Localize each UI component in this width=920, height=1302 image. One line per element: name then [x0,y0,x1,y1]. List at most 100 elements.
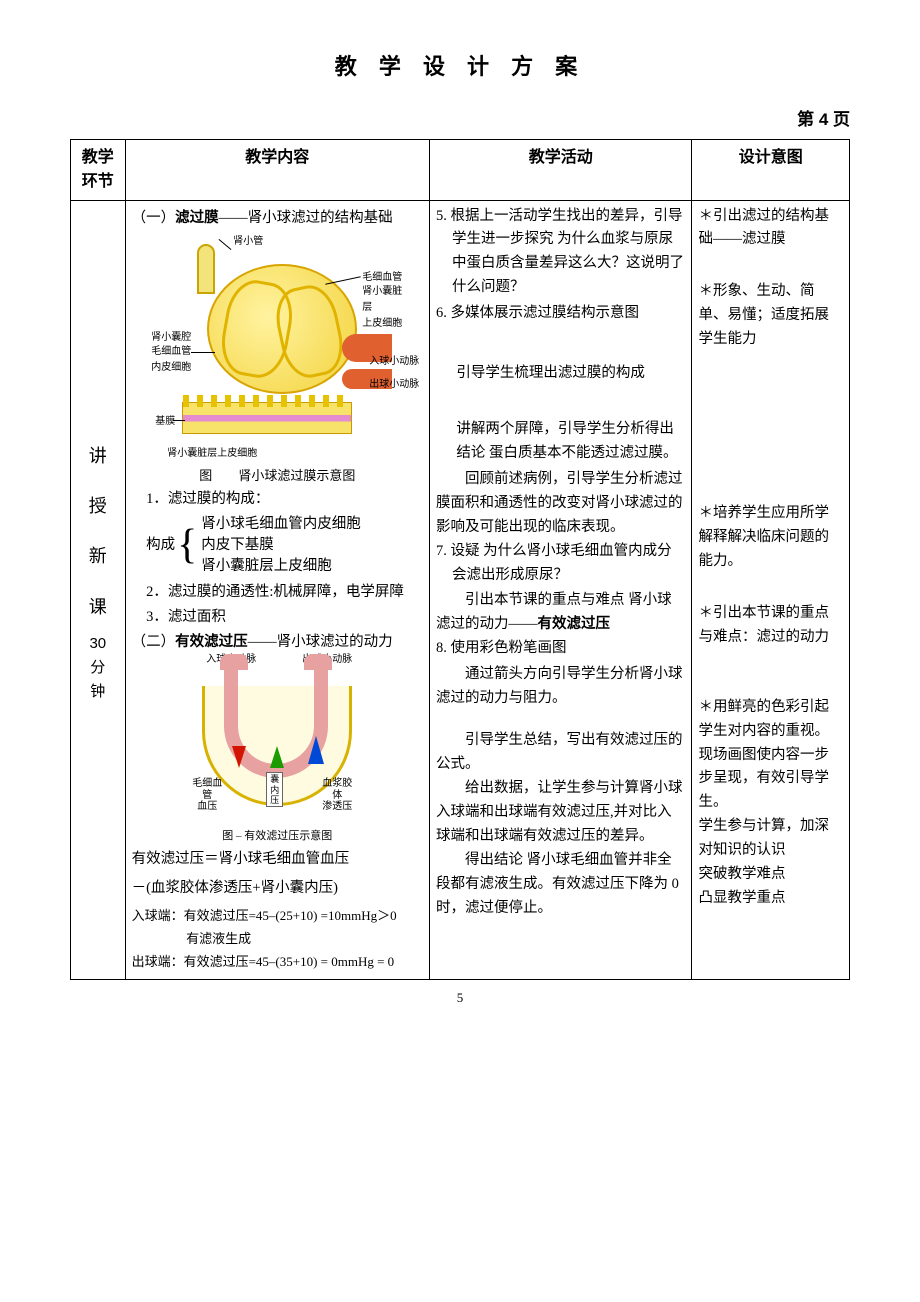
formula-line2: －(血浆胶体渗透压+肾小囊内压) [132,877,423,900]
sec2-bold: 有效滤过压 [175,634,248,650]
loop-out [304,654,332,670]
stage-cell: 讲 授 新 课 30 分 钟 [71,200,126,979]
th-content: 教学内容 [125,139,429,200]
activity-7b: 引出本节课的重点与难点 肾小球滤过的动力——有效滤过压 [436,589,685,637]
constitution-brace: 构成 { 肾小球毛细血管内皮细胞 内皮下基膜 肾小囊脏层上皮细胞 [146,514,423,577]
diagram2-caption: 图 – 有效滤过压示意图 [132,828,423,846]
d1cap-prefix: 图 [199,468,212,483]
brace-line-2: 内皮下基膜 [201,535,361,556]
item2: 2．滤过膜的通透性:机械屏障，电学屏障 [132,581,423,604]
intent-5d: 凸显教学重点 [698,887,843,911]
stage-char-3: 新 [77,531,119,581]
footer-page-number: 5 [70,988,850,1008]
intent-cell: ＊引出滤过的结构基础——滤过膜 ＊形象、生动、简单、易懂；适度拓展学生能力 ＊培… [692,200,850,979]
activity-6c: 讲解两个屏障，引导学生分析得出结论 蛋白质基本不能透过滤过膜。 [436,418,685,466]
stage-time-2: 分 [77,656,119,680]
stage-time-1: 30 [77,632,119,656]
section1-heading: （一）滤过膜——肾小球滤过的结构基础 [132,207,423,230]
intent-5: ＊用鲜亮的色彩引起学生对内容的重视。现场画图使内容一步步呈现，有效引导学生。 [698,696,843,816]
spacer [436,388,685,418]
stage-char-4: 课 [77,582,119,632]
d2-colloid-p: 血浆胶 体 渗透压 [322,778,352,813]
activity-5: 5. 根据上一活动学生找出的差异，引导学生进一步探究 为什么血浆与原尿中蛋白质含… [436,205,685,301]
brace-icon: { [177,524,197,566]
activity-8b: 通过箭头方向引导学生分析肾小球滤过的动力与阻力。 [436,663,685,711]
item1: 1．滤过膜的构成： [132,488,423,511]
green-arrow-up-icon [270,746,284,768]
stage-time-3: 钟 [77,680,119,704]
spacer [698,352,843,502]
spacer [436,328,685,362]
sec2-lead: （二） [132,634,176,650]
stage-char-2: 授 [77,481,119,531]
activity-cell: 5. 根据上一活动学生找出的差异，引导学生进一步探究 为什么血浆与原尿中蛋白质含… [430,200,692,979]
spacer [436,711,685,729]
content-cell: （一）滤过膜——肾小球滤过的结构基础 肾小管 毛细血管 肾小囊脏层 上皮细胞 肾… [125,200,429,979]
diagram1-caption: 图 肾小球滤过膜示意图 [132,466,423,487]
lbl-efferent: 出球小动脉 [369,377,419,393]
activity-7: 7. 设疑 为什么肾小球毛细血管内成分会滤出形成原尿？ [436,540,685,588]
glomerulus-diagram: 肾小管 毛细血管 肾小囊脏层 上皮细胞 肾小囊腔 毛细血管 内皮细胞 入球小动脉… [147,234,407,464]
lesson-plan-table: 教学 环节 教学内容 教学活动 设计意图 讲 授 新 课 30 分 钟 （一）滤… [70,139,850,980]
spacer [698,650,843,696]
item2-num: 2． [146,584,168,600]
red-arrow-down-icon [232,746,246,768]
sec1-tail: ——肾小球滤过的结构基础 [219,210,393,226]
lbl-tubule: 肾小管 [233,234,263,250]
sec1-bold: 滤过膜 [175,210,219,226]
intent-5c: 突破教学难点 [698,863,843,887]
renal-tubule-shape [197,244,215,294]
intent-3: ＊培养学生应用所学解释解决临床问题的能力。 [698,502,843,574]
glomerulus-ball [207,264,357,394]
item1-num: 1． [146,491,168,507]
activity-8e: 得出结论 肾小球毛细血管并非全段都有滤液生成。有效滤过压下降为 0 时，滤过便停… [436,849,685,921]
blue-arrow-up-icon [308,736,324,764]
filtration-pressure-diagram: 入球小动脉 出球小动脉 毛细血 管 血压 囊 内 压 血浆胶 体 渗透压 [162,656,392,826]
th-intent: 设计意图 [692,139,850,200]
item3-num: 3． [146,609,168,625]
basement-membrane-strip [182,402,352,434]
activity-6b: 引导学生梳理出滤过膜的构成 [436,362,685,386]
leadline [173,420,185,421]
activity-8: 8. 使用彩色粉笔画图 [436,637,685,661]
lbl-visc-caption: 肾小囊脏层上皮细胞 [167,446,257,462]
brace-lines: 肾小球毛细血管内皮细胞 内皮下基膜 肾小囊脏层上皮细胞 [201,514,361,577]
th-stage: 教学 环节 [71,139,126,200]
d2-capsule-p: 囊 内 压 [266,772,283,807]
d1cap-text: 肾小球滤过膜示意图 [238,468,355,483]
activity-6: 6. 多媒体展示滤过膜结构示意图 [436,302,685,326]
sec1-lead: （一） [132,210,176,226]
lbl-endothelial: 毛细血管 内皮细胞 [151,344,191,376]
activity-6d: 回顾前述病例，引导学生分析滤过膜面积和通透性的改变对肾小球滤过的影响及可能出现的… [436,468,685,540]
intent-5b: 学生参与计算，加深对知识的认识 [698,815,843,863]
activity-8d: 给出数据，让学生参与计算肾小球入球端和出球端有效滤过压,并对比入球端和出球端有效… [436,777,685,849]
leadline [219,239,232,250]
brace-line-1: 肾小球毛细血管内皮细胞 [201,514,361,535]
intent-1: ＊引出滤过的结构基础——滤过膜 [698,205,843,253]
table-header-row: 教学 环节 教学内容 教学活动 设计意图 [71,139,850,200]
leadline [191,352,215,353]
section2-heading: （二）有效滤过压——肾小球滤过的动力 [132,631,423,654]
intent-4: ＊引出本节课的重点与难点：滤过的动力 [698,602,843,650]
lbl-basement: 基膜 [155,414,175,430]
page-number-label: 第 4 页 [70,107,850,133]
th-activity: 教学活动 [430,139,692,200]
item1-text: 滤过膜的构成： [168,491,270,507]
doc-title: 教 学 设 计 方 案 [70,50,850,83]
sec2-tail: ——肾小球滤过的动力 [248,634,393,650]
stage-char-1: 讲 [77,431,119,481]
activity-7b-bold: 有效滤过压 [538,616,611,632]
loop-in [220,654,248,670]
intent-2: ＊形象、生动、简单、易懂；适度拓展学生能力 [698,280,843,352]
activity-8c: 引导学生总结，写出有效滤过压的公式。 [436,729,685,777]
item3: 3．滤过面积 [132,606,423,629]
d2-cap-bp: 毛细血 管 血压 [192,778,222,813]
table-body-row: 讲 授 新 课 30 分 钟 （一）滤过膜——肾小球滤过的结构基础 肾小管 毛 [71,200,850,979]
brace-line-3: 肾小囊脏层上皮细胞 [201,556,361,577]
in-end-note: 有滤液生成 [132,929,423,950]
formula-line1: 有效滤过压＝肾小球毛细血管血压 [132,848,423,871]
in-end-calc: 入球端：有效滤过压=45–(25+10) =10mmHg＞0 [132,906,423,927]
lbl-visceral: 肾小囊脏层 上皮细胞 [362,284,407,332]
item3-text: 滤过面积 [168,609,226,625]
brace-head: 构成 [146,534,175,557]
